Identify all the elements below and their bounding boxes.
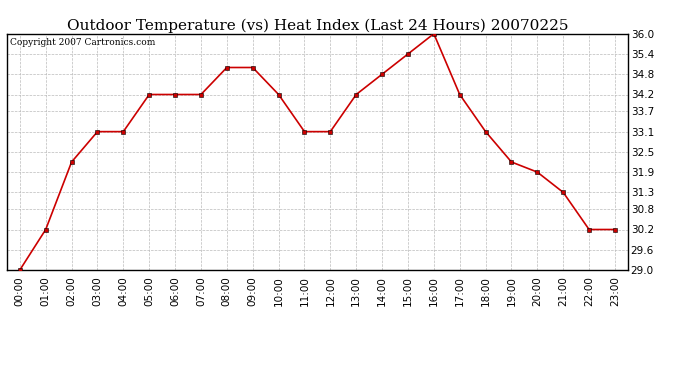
Text: Copyright 2007 Cartronics.com: Copyright 2007 Cartronics.com bbox=[10, 39, 155, 48]
Title: Outdoor Temperature (vs) Heat Index (Last 24 Hours) 20070225: Outdoor Temperature (vs) Heat Index (Las… bbox=[67, 18, 568, 33]
